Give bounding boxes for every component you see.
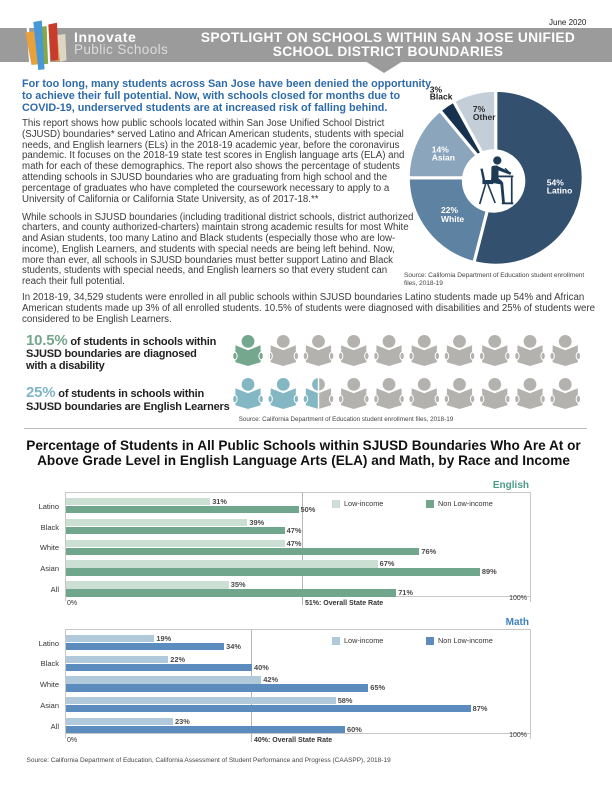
svg-text:7%: 7% bbox=[473, 104, 486, 114]
svg-text:22%: 22% bbox=[441, 205, 458, 215]
svg-text:14%: 14% bbox=[432, 145, 449, 155]
svg-text:3%: 3% bbox=[430, 84, 443, 94]
svg-text:White: White bbox=[441, 214, 464, 224]
svg-text:Asian: Asian bbox=[432, 153, 455, 163]
svg-text:54%: 54% bbox=[547, 178, 564, 188]
svg-text:Latino: Latino bbox=[547, 186, 573, 196]
svg-text:Other: Other bbox=[473, 112, 496, 122]
svg-text:Black: Black bbox=[430, 92, 453, 102]
